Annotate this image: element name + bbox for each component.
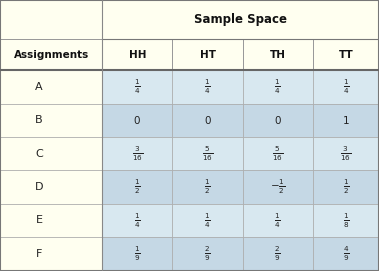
Text: C: C xyxy=(35,149,43,159)
Text: $\frac{1}{2}$: $\frac{1}{2}$ xyxy=(204,178,211,196)
Text: $0$: $0$ xyxy=(204,114,211,127)
Text: TT: TT xyxy=(338,50,353,60)
Text: $\frac{2}{9}$: $\frac{2}{9}$ xyxy=(274,244,281,263)
Text: $\frac{4}{9}$: $\frac{4}{9}$ xyxy=(343,244,349,263)
Bar xyxy=(0,204,102,237)
Text: Sample Space: Sample Space xyxy=(194,13,287,26)
Text: HH: HH xyxy=(128,50,146,60)
Bar xyxy=(102,170,172,204)
Bar xyxy=(102,137,172,170)
Text: $\frac{1}{2}$: $\frac{1}{2}$ xyxy=(343,178,349,196)
Bar xyxy=(243,104,313,137)
Bar xyxy=(172,204,243,237)
Bar xyxy=(172,237,243,270)
Bar xyxy=(102,0,379,39)
Bar xyxy=(313,104,379,137)
Text: $\frac{5}{16}$: $\frac{5}{16}$ xyxy=(202,144,213,163)
Bar xyxy=(0,0,102,39)
Bar xyxy=(313,137,379,170)
Bar xyxy=(0,137,102,170)
Bar xyxy=(0,70,102,104)
Bar xyxy=(243,204,313,237)
Bar xyxy=(313,237,379,270)
Text: $-\frac{1}{2}$: $-\frac{1}{2}$ xyxy=(270,178,285,196)
Text: HT: HT xyxy=(199,50,216,60)
Bar xyxy=(102,39,172,70)
Text: $\frac{1}{4}$: $\frac{1}{4}$ xyxy=(134,78,141,96)
Bar xyxy=(172,170,243,204)
Bar xyxy=(0,39,102,70)
Bar xyxy=(243,170,313,204)
Text: B: B xyxy=(35,115,43,125)
Bar xyxy=(102,237,172,270)
Bar xyxy=(172,137,243,170)
Bar xyxy=(313,170,379,204)
Text: $\frac{1}{4}$: $\frac{1}{4}$ xyxy=(343,78,349,96)
Bar xyxy=(0,170,102,204)
Bar xyxy=(243,70,313,104)
Text: $\frac{1}{4}$: $\frac{1}{4}$ xyxy=(274,78,281,96)
Bar xyxy=(313,204,379,237)
Text: $1$: $1$ xyxy=(342,114,350,127)
Text: $\frac{1}{4}$: $\frac{1}{4}$ xyxy=(134,211,141,230)
Text: $\frac{2}{9}$: $\frac{2}{9}$ xyxy=(204,244,211,263)
Bar xyxy=(172,104,243,137)
Text: $\frac{1}{4}$: $\frac{1}{4}$ xyxy=(204,211,211,230)
Bar xyxy=(102,204,172,237)
Text: $\frac{1}{2}$: $\frac{1}{2}$ xyxy=(134,178,141,196)
Text: $\frac{3}{16}$: $\frac{3}{16}$ xyxy=(340,144,351,163)
Text: $\frac{1}{9}$: $\frac{1}{9}$ xyxy=(134,244,141,263)
Bar xyxy=(172,70,243,104)
Text: $\frac{1}{4}$: $\frac{1}{4}$ xyxy=(204,78,211,96)
Bar xyxy=(102,70,172,104)
Bar xyxy=(313,70,379,104)
Text: $\frac{5}{16}$: $\frac{5}{16}$ xyxy=(272,144,283,163)
Bar xyxy=(243,237,313,270)
Text: $\frac{3}{16}$: $\frac{3}{16}$ xyxy=(132,144,143,163)
Text: $0$: $0$ xyxy=(133,114,141,127)
Text: $\frac{1}{4}$: $\frac{1}{4}$ xyxy=(274,211,281,230)
Bar xyxy=(243,39,313,70)
Bar xyxy=(102,104,172,137)
Text: F: F xyxy=(36,249,42,259)
Text: D: D xyxy=(34,182,43,192)
Bar xyxy=(0,237,102,270)
Bar xyxy=(172,39,243,70)
Text: E: E xyxy=(35,215,42,225)
Text: A: A xyxy=(35,82,43,92)
Text: $0$: $0$ xyxy=(274,114,282,127)
Bar xyxy=(0,104,102,137)
Bar xyxy=(313,39,379,70)
Text: $\frac{1}{8}$: $\frac{1}{8}$ xyxy=(343,211,349,230)
Text: Assignments: Assignments xyxy=(14,50,89,60)
Bar xyxy=(243,137,313,170)
Text: TH: TH xyxy=(269,50,286,60)
